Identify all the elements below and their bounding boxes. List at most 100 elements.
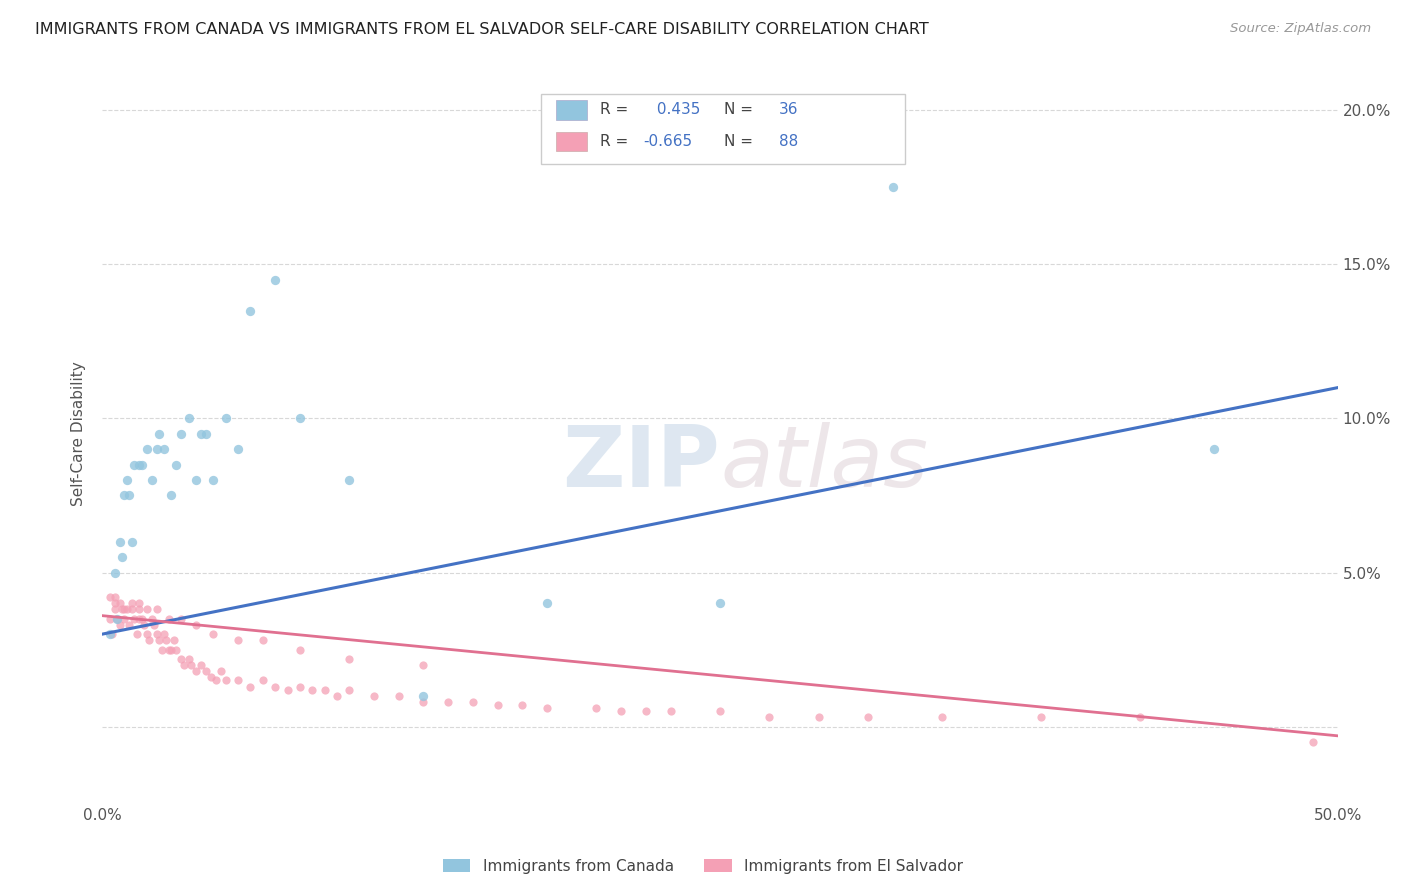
Point [114, 602, 136, 616]
Point [610, 704, 633, 718]
Point [205, 673, 228, 688]
Point [141, 612, 163, 626]
Point [118, 488, 141, 502]
Point [239, 303, 262, 318]
Point [160, 488, 183, 502]
Point [128, 458, 150, 472]
Point [226, 633, 249, 648]
Point [145, 627, 167, 641]
Text: Source: ZipAtlas.com: Source: ZipAtlas.com [1230, 22, 1371, 36]
Point [200, 670, 222, 684]
Point [135, 442, 157, 457]
FancyBboxPatch shape [541, 94, 905, 164]
Point [145, 602, 167, 616]
Point [931, 710, 953, 724]
Point [337, 652, 360, 666]
Point [184, 473, 207, 487]
Text: 36: 36 [779, 103, 799, 118]
Point [226, 673, 249, 688]
Point [288, 680, 311, 694]
Point [165, 458, 187, 472]
Point [125, 627, 148, 641]
Point [437, 695, 460, 709]
Point [103, 596, 125, 610]
Point [108, 618, 131, 632]
Point [98, 590, 121, 604]
Point [1302, 735, 1324, 749]
Point [510, 698, 533, 712]
Text: 0.435: 0.435 [652, 103, 700, 118]
Bar [555, 100, 586, 120]
Point [103, 602, 125, 616]
Point [412, 689, 434, 703]
Point [98, 612, 121, 626]
Point [288, 642, 311, 657]
Point [121, 602, 143, 616]
Point [128, 596, 150, 610]
Point [882, 180, 904, 194]
Point [412, 695, 434, 709]
Point [239, 680, 262, 694]
Point [134, 618, 156, 632]
Point [108, 596, 131, 610]
Point [215, 411, 238, 425]
Point [536, 701, 558, 715]
Point [115, 473, 138, 487]
Point [659, 704, 682, 718]
Point [153, 442, 176, 457]
Point [536, 596, 558, 610]
Point [101, 627, 124, 641]
Text: ZIP: ZIP [562, 422, 720, 505]
Point [195, 664, 218, 678]
Point [363, 689, 385, 703]
Point [173, 657, 195, 672]
Point [288, 411, 311, 425]
Point [121, 596, 143, 610]
Point [131, 458, 153, 472]
Point [177, 411, 200, 425]
Point [128, 612, 150, 626]
Point [135, 602, 157, 616]
Point [709, 596, 731, 610]
Point [264, 273, 287, 287]
Text: atlas: atlas [720, 422, 928, 505]
Point [141, 473, 163, 487]
Point [177, 652, 200, 666]
Point [118, 618, 141, 632]
Point [1129, 710, 1152, 724]
Point [461, 695, 484, 709]
Point [215, 673, 238, 688]
Point [184, 618, 207, 632]
Point [114, 612, 136, 626]
Point [105, 612, 128, 626]
Point [155, 633, 177, 648]
Point [148, 633, 170, 648]
Point [337, 682, 360, 697]
Point [160, 642, 183, 657]
Text: R =: R = [600, 134, 633, 149]
Point [143, 618, 166, 632]
Point [114, 488, 136, 502]
Point [858, 710, 880, 724]
Point [226, 442, 249, 457]
Point [758, 710, 780, 724]
Point [337, 473, 360, 487]
Point [301, 682, 323, 697]
Point [1031, 710, 1053, 724]
Point [170, 426, 193, 441]
Text: 88: 88 [779, 134, 799, 149]
Point [150, 642, 173, 657]
Point [170, 612, 193, 626]
Point [103, 590, 125, 604]
Text: IMMIGRANTS FROM CANADA VS IMMIGRANTS FROM EL SALVADOR SELF-CARE DISABILITY CORRE: IMMIGRANTS FROM CANADA VS IMMIGRANTS FRO… [35, 22, 929, 37]
Point [170, 652, 193, 666]
Point [1204, 442, 1226, 457]
Point [202, 473, 225, 487]
Y-axis label: Self-Care Disability: Self-Care Disability [72, 361, 86, 507]
Point [165, 642, 187, 657]
Text: N =: N = [724, 103, 758, 118]
Point [121, 534, 143, 549]
Point [145, 442, 167, 457]
Point [326, 689, 349, 703]
Point [157, 642, 180, 657]
